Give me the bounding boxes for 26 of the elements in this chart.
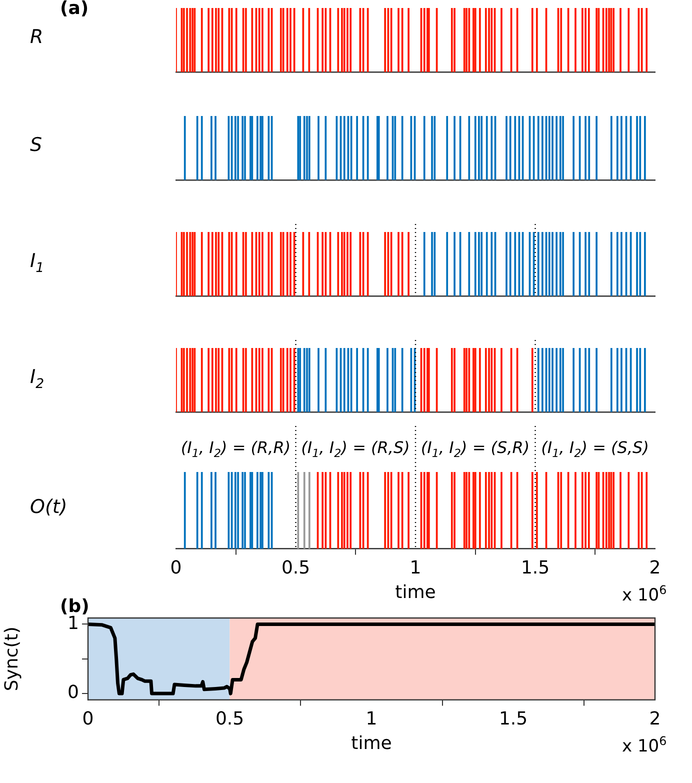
x-tick-label: 1.5 bbox=[498, 708, 528, 730]
y-axis-title: I$_{1}$ bbox=[30, 250, 44, 276]
chart-title: (b) bbox=[60, 596, 90, 617]
x-tick-label: 0.5 bbox=[281, 557, 310, 578]
y-axis-title: I$_{2}$ bbox=[30, 366, 44, 392]
y-axis-title: R bbox=[30, 26, 44, 48]
x-tick-label: 2 bbox=[649, 708, 661, 730]
text: (I$_{1}$, I$_{2}$) = (R,R) bbox=[180, 438, 291, 460]
x-tick-label: 0 bbox=[82, 708, 94, 730]
x-axis-title: time bbox=[395, 582, 436, 603]
x-axis-title: time bbox=[351, 732, 392, 754]
text: (I$_{1}$, I$_{2}$) = (S,S) bbox=[541, 438, 649, 460]
chart-title: (a) bbox=[60, 0, 89, 19]
x-tick-label: 1 bbox=[366, 708, 378, 730]
x-tick-label: 0.5 bbox=[215, 708, 244, 730]
y-axis-title: S bbox=[30, 134, 42, 156]
y-axis-title: O(t) bbox=[30, 496, 68, 518]
x-tick-label: 2 bbox=[649, 557, 661, 578]
y-axis-title: Sync(t) bbox=[1, 626, 22, 692]
text: x 10$^{6}$ bbox=[622, 582, 667, 606]
x-tick-label: 1 bbox=[410, 557, 422, 578]
text: (I$_{1}$, I$_{2}$) = (R,S) bbox=[301, 438, 410, 460]
text: x 10$^{6}$ bbox=[622, 734, 667, 756]
x-tick-label: 1.5 bbox=[520, 557, 550, 578]
x-tick-label: 0 bbox=[170, 557, 182, 578]
text: (I$_{1}$, I$_{2}$) = (S,R) bbox=[420, 438, 530, 460]
